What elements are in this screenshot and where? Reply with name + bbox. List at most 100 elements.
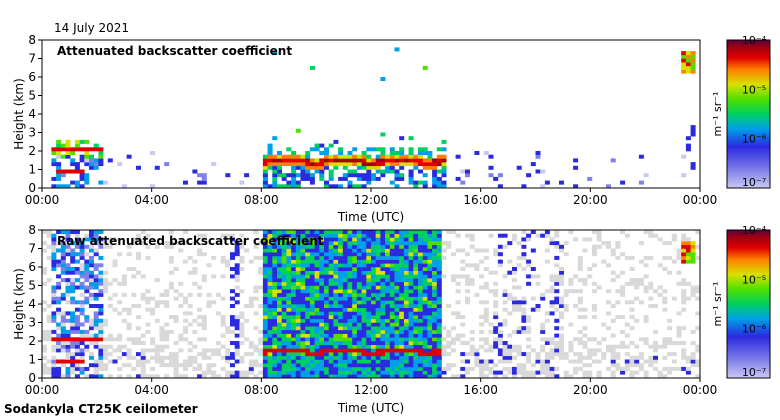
heatmap-cell — [573, 289, 579, 294]
heatmap-cell — [450, 230, 456, 234]
heatmap-cell — [371, 363, 376, 368]
heatmap-cell — [319, 278, 325, 283]
heatmap-cell — [403, 322, 409, 327]
heatmap-cell — [79, 341, 85, 345]
heatmap-cell — [277, 315, 282, 320]
heatmap-cell — [272, 322, 278, 327]
heatmap-cell — [587, 355, 593, 360]
heatmap-cell — [295, 162, 301, 167]
colorbar-tick-label: 10⁻⁴ — [742, 34, 767, 47]
heatmap-cell — [234, 341, 240, 345]
heatmap-cell — [408, 176, 414, 181]
heatmap-cell — [305, 165, 311, 170]
heatmap-cell — [479, 374, 485, 379]
heatmap-cell — [272, 241, 278, 246]
heatmap-cell — [413, 162, 419, 167]
heatmap-cell — [295, 311, 301, 316]
heatmap-cell — [319, 304, 325, 308]
heatmap-cell — [371, 267, 376, 271]
heatmap-cell — [681, 352, 687, 357]
heatmap-cell — [474, 355, 480, 360]
heatmap-cell — [79, 173, 85, 178]
heatmap-cell — [690, 125, 696, 130]
heatmap-cell — [648, 344, 654, 349]
heatmap-cell — [399, 341, 405, 345]
heatmap-cell — [342, 274, 348, 279]
heatmap-cell — [79, 292, 85, 297]
heatmap-cell — [380, 241, 386, 246]
heatmap-cell — [211, 274, 217, 279]
heatmap-cell — [371, 329, 376, 334]
heatmap-cell — [183, 300, 188, 305]
heatmap-cell — [366, 374, 372, 379]
heatmap-cell — [309, 267, 315, 271]
heatmap-cell — [436, 363, 442, 368]
heatmap-cell — [347, 344, 353, 349]
heatmap-cell — [286, 337, 292, 342]
heatmap-cell — [239, 333, 245, 338]
heatmap-cell — [70, 322, 76, 327]
heatmap-cell — [277, 348, 282, 353]
heatmap-cell — [333, 158, 339, 163]
heatmap-cell — [262, 230, 268, 234]
heatmap-cell — [375, 230, 381, 234]
heatmap-cell — [291, 326, 297, 331]
heatmap-cell — [422, 65, 428, 70]
heatmap-cell — [460, 374, 466, 379]
heatmap-cell — [695, 311, 701, 316]
heatmap-cell — [112, 292, 118, 297]
heatmap-cell — [366, 359, 372, 364]
heatmap-cell — [150, 311, 156, 316]
heatmap-cell — [173, 315, 179, 320]
heatmap-cell — [559, 333, 564, 338]
heatmap-cell — [403, 259, 409, 264]
heatmap-cell — [356, 355, 362, 360]
heatmap-cell — [70, 255, 76, 260]
heatmap-cell — [281, 259, 287, 264]
heatmap-cell — [56, 184, 62, 189]
heatmap-cell — [535, 370, 541, 375]
heatmap-cell — [596, 244, 602, 249]
heatmap-cell — [328, 244, 334, 249]
heatmap-cell — [347, 151, 353, 155]
heatmap-cell — [267, 285, 273, 290]
heatmap-cell — [497, 333, 503, 338]
heatmap-cell — [385, 315, 391, 320]
heatmap-cell — [427, 252, 433, 257]
heatmap-cell — [361, 244, 367, 249]
heatmap-cell — [286, 267, 292, 271]
heatmap-cell — [366, 237, 372, 242]
heatmap-cell — [389, 237, 395, 242]
heatmap-cell — [51, 147, 57, 152]
heatmap-cell — [427, 341, 433, 345]
heatmap-cell — [399, 252, 405, 257]
heatmap-cell — [493, 341, 499, 345]
heatmap-cell — [366, 154, 372, 159]
heatmap-cell — [427, 244, 433, 249]
heatmap-cell — [342, 233, 348, 238]
heatmap-cell — [74, 237, 80, 242]
heatmap-cell — [399, 296, 405, 301]
heatmap-cell — [248, 370, 254, 375]
heatmap-cell — [427, 270, 433, 275]
heatmap-cell — [258, 241, 264, 246]
heatmap-cell — [606, 289, 611, 294]
heatmap-cell — [267, 267, 273, 271]
heatmap-cell — [328, 263, 334, 268]
heatmap-cell — [366, 252, 372, 257]
heatmap-cell — [314, 285, 320, 290]
heatmap-cell — [681, 296, 687, 301]
heatmap-cell — [502, 366, 508, 371]
heatmap-cell — [333, 329, 339, 334]
heatmap-cell — [356, 296, 362, 301]
heatmap-cell — [239, 289, 245, 294]
heatmap-cell — [319, 337, 325, 342]
heatmap-cell — [234, 274, 240, 279]
heatmap-cell — [521, 252, 527, 257]
heatmap-cell — [380, 352, 386, 357]
heatmap-cell — [347, 169, 353, 174]
heatmap-cell — [403, 252, 409, 257]
heatmap-cell — [465, 281, 470, 286]
heatmap-cell — [356, 184, 362, 189]
heatmap-cell — [342, 329, 348, 334]
